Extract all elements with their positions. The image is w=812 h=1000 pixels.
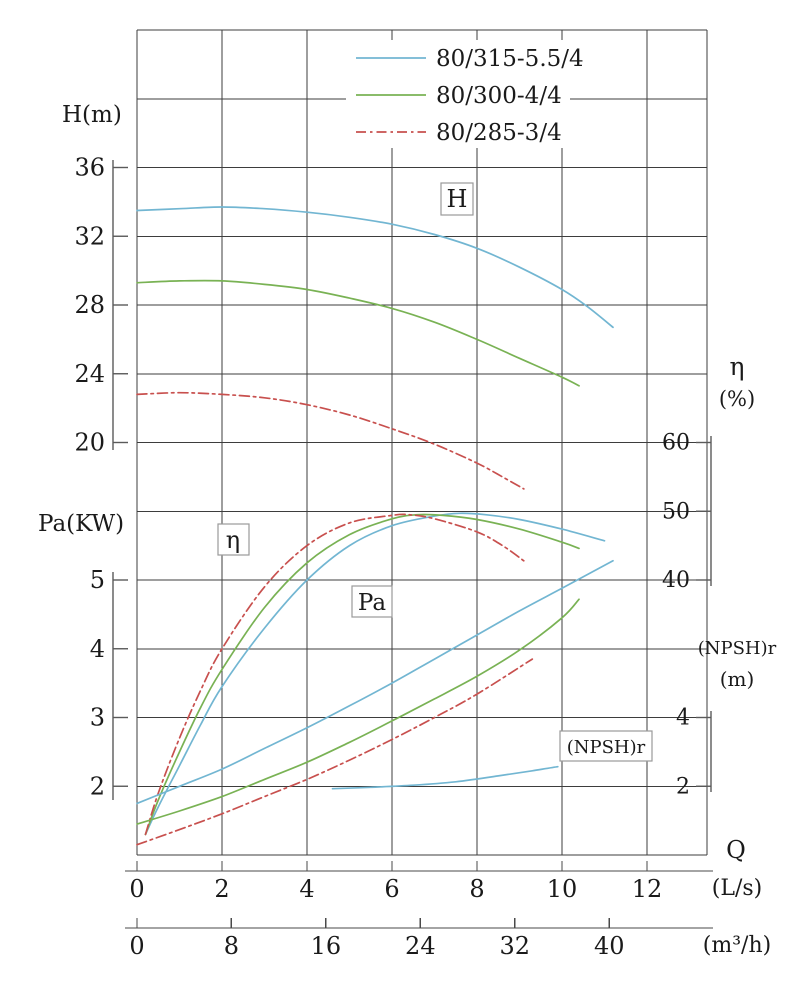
curve-Pa-80/300-4/4 (136, 598, 580, 825)
eta-symbol-label: η (730, 352, 745, 381)
tick-label-q-ls: 10 (547, 875, 578, 903)
eta-curve-label-group: η (217, 523, 250, 556)
curve-eta-80/285-3/4 (144, 513, 525, 836)
tick-label-npsh: 2 (676, 774, 690, 799)
h-curve-label-box (440, 182, 474, 216)
tick-label-H: 20 (74, 429, 105, 457)
tick-label-q-m3h: 24 (405, 932, 436, 960)
tick-label-eta: 50 (662, 499, 690, 524)
tick-label-eta: 40 (662, 568, 690, 593)
npsh-unit-label: (m) (720, 667, 755, 691)
tick-label-q-m3h: 8 (224, 932, 239, 960)
tick-label-eta: 60 (662, 431, 690, 456)
pa-unit-label: Pa(KW) (38, 511, 124, 537)
tick-label-q-ls: 2 (214, 875, 229, 903)
curves (136, 206, 614, 846)
curve-H-80/285-3/4 (136, 391, 525, 490)
tick-label-H: 36 (74, 154, 105, 182)
legend-label: 80/300-4/4 (436, 83, 562, 109)
npsh-curve-label-group: (NPSH)r (559, 730, 653, 762)
h-curve-label: H (447, 185, 468, 213)
tick-label-npsh: 4 (676, 706, 690, 731)
tick-label-Pa: 5 (90, 566, 105, 594)
curve-Pa-80/315-5.5/4 (136, 559, 614, 805)
static-labels: H(m) Pa(KW) η (%) (NPSH)r (m) Q (L/s) (m… (38, 102, 777, 958)
tick-label-q-m3h: 16 (311, 932, 342, 960)
tick-label-q-m3h: 0 (129, 932, 144, 960)
legend: 80/315-5.5/4 80/300-4/4 80/285-3/4 (346, 40, 584, 148)
tick-label-q-ls: 8 (469, 875, 484, 903)
tick-label-q-m3h: 32 (500, 932, 531, 960)
tick-label-H: 28 (74, 291, 105, 319)
curve-eta-80/315-5.5/4 (144, 512, 606, 836)
q-symbol-label: Q (726, 836, 746, 864)
curve-eta-80/300-4/4 (144, 513, 580, 836)
curve-npsh-80/315-5.5/4 (331, 765, 559, 790)
tick-label-q-ls: 6 (384, 875, 399, 903)
legend-label: 80/285-3/4 (436, 120, 562, 146)
tick-label-q-m3h: 40 (594, 932, 625, 960)
h-unit-label: H(m) (62, 102, 122, 128)
grid (136, 29, 708, 856)
tick-label-Pa: 2 (90, 772, 105, 800)
eta-curve-label-box (217, 523, 250, 556)
tick-label-q-ls: 12 (632, 875, 663, 903)
npsh-curve-label: (NPSH)r (567, 737, 646, 758)
curve-H-80/315-5.5/4 (136, 206, 614, 329)
pa-curve-label-group: Pa (351, 585, 393, 618)
eta-curve-label: η (226, 526, 240, 554)
curve-Pa-80/285-3/4 (136, 658, 534, 846)
tick-label-H: 24 (74, 360, 105, 388)
pa-curve-label: Pa (358, 590, 386, 616)
npsh-axis-label: (NPSH)r (698, 638, 777, 659)
legend-label: 80/315-5.5/4 (436, 46, 584, 72)
npsh-curve-label-box (559, 730, 653, 762)
h-curve-label-group: H (440, 182, 474, 216)
tick-label-Pa: 4 (90, 635, 105, 663)
curve-H-80/300-4/4 (136, 279, 580, 387)
q-m3h-unit-label: (m³/h) (703, 933, 771, 958)
tick-label-Pa: 3 (90, 704, 105, 732)
pa-curve-label-box (351, 585, 393, 618)
tick-label-H: 32 (74, 222, 105, 250)
tick-label-q-ls: 4 (299, 875, 314, 903)
tick-label-q-ls: 0 (129, 875, 144, 903)
q-ls-unit-label: (L/s) (712, 876, 762, 901)
eta-unit-label: (%) (719, 387, 755, 411)
